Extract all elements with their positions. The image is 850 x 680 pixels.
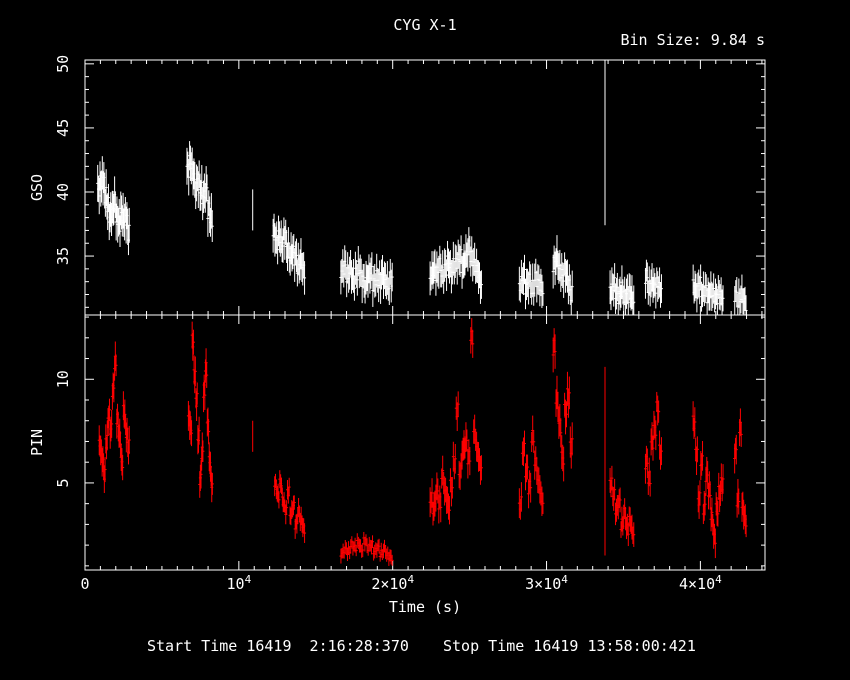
pin-series bbox=[97, 318, 748, 566]
start-time-label: Start Time 16419 2:16:28:370 bbox=[147, 637, 409, 655]
gso-series bbox=[96, 60, 748, 315]
gso-axis-label: GSO bbox=[28, 174, 46, 201]
y-tick-label: 40 bbox=[54, 183, 72, 201]
stop-time-label: Stop Time 16419 13:58:00:421 bbox=[443, 637, 696, 655]
y-tick-label: 50 bbox=[54, 55, 72, 73]
y-tick-label: 35 bbox=[54, 247, 72, 265]
gso-frame bbox=[84, 59, 766, 316]
x-tick-label: 4×104 bbox=[679, 573, 722, 593]
gso-panel: 35 40 45 50 GSO bbox=[28, 55, 766, 316]
y-tick-label: 45 bbox=[54, 119, 72, 137]
x-axis-label: Time (s) bbox=[389, 598, 461, 616]
x-axis: 0 104 2×104 3×104 4×104 bbox=[80, 573, 722, 593]
y-tick-label: 10 bbox=[54, 370, 72, 388]
pin-panel: 5 10 PIN bbox=[28, 314, 766, 571]
y-tick-label: 5 bbox=[54, 478, 72, 487]
x-tick-label: 2×104 bbox=[371, 573, 414, 593]
x-tick-label: 3×104 bbox=[525, 573, 568, 593]
bin-size-label: Bin Size: 9.84 s bbox=[621, 31, 766, 49]
chart-title: CYG X-1 bbox=[393, 16, 456, 34]
pin-axis-label: PIN bbox=[28, 429, 46, 456]
pin-frame bbox=[84, 314, 766, 571]
x-tick-label: 104 bbox=[227, 573, 252, 593]
x-tick-label: 0 bbox=[80, 575, 89, 593]
